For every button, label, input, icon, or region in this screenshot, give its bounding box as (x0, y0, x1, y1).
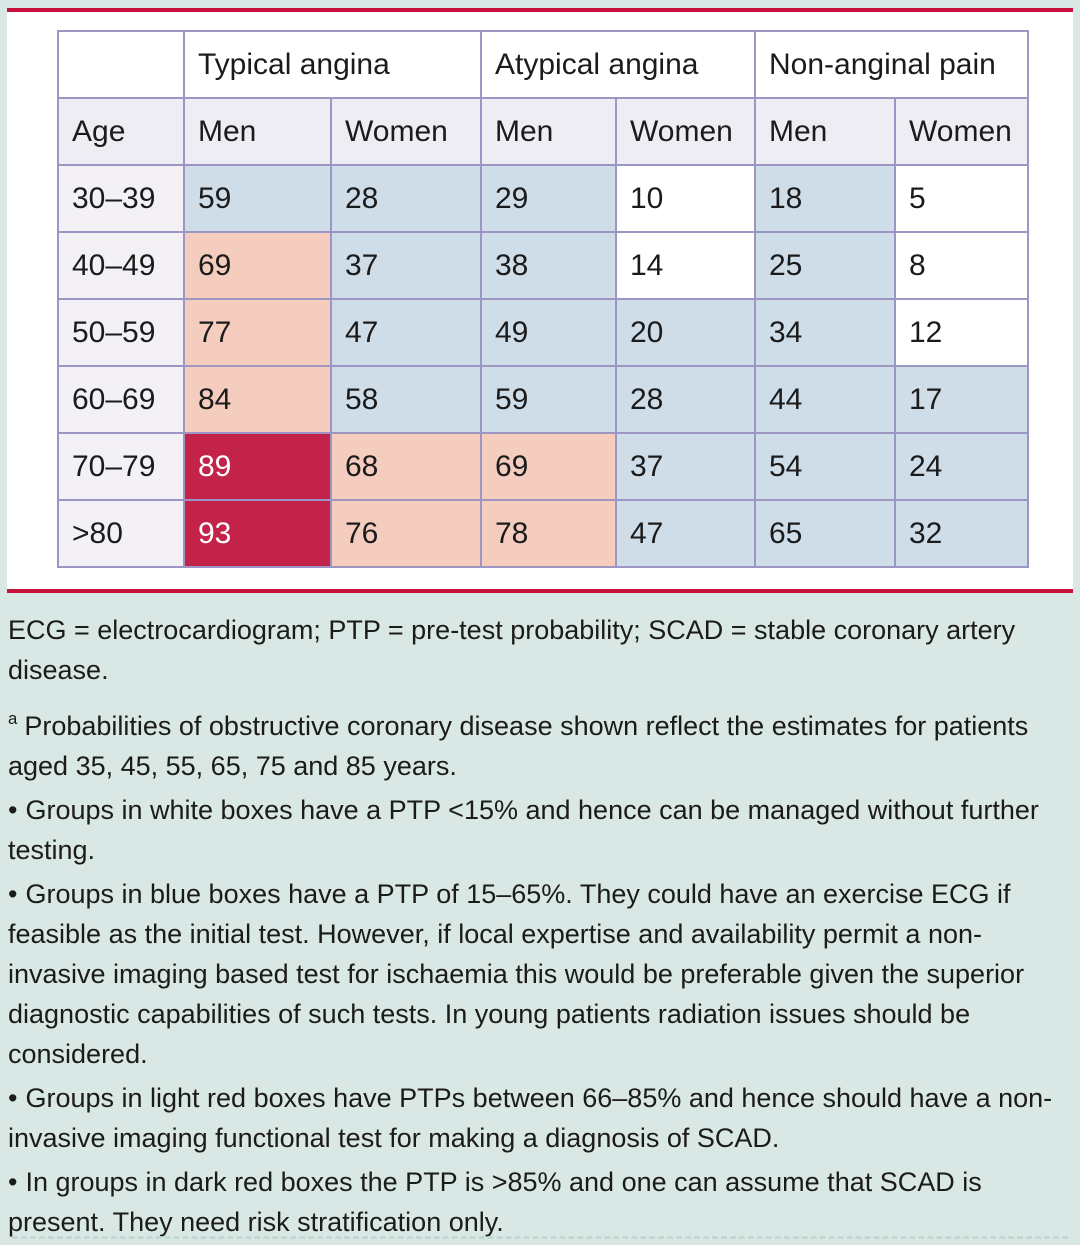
abbreviations-text: ECG = electrocardiogram; PTP = pre-test … (8, 615, 1016, 685)
value-cell: 44 (754, 365, 896, 434)
column-header-cell: Men (754, 97, 896, 166)
table-row: 60–69 84 58 59 28 44 17 (57, 365, 1029, 434)
age-cell: 50–59 (57, 298, 185, 367)
value-cell: 37 (330, 231, 482, 300)
footnotes: ECG = electrocardiogram; PTP = pre-test … (0, 593, 1080, 1242)
value-cell: 37 (615, 432, 756, 501)
value-cell: 78 (480, 499, 617, 568)
table-row: 40–49 69 37 38 14 25 8 (57, 231, 1029, 300)
footnote-bullet-text: Groups in white boxes have a PTP <15% an… (8, 795, 1039, 865)
abbreviations-note: ECG = electrocardiogram; PTP = pre-test … (8, 610, 1062, 690)
value-cell: 49 (480, 298, 617, 367)
ptp-table: Typical angina Atypical angina Non-anginal… (57, 30, 1029, 568)
age-cell: 60–69 (57, 365, 185, 434)
value-cell: 5 (894, 164, 1029, 233)
bottom-dashed-divider (12, 1236, 1068, 1239)
top-rule (7, 8, 1073, 12)
value-cell: 47 (615, 499, 756, 568)
value-cell: 25 (754, 231, 896, 300)
value-cell: 69 (480, 432, 617, 501)
value-cell: 8 (894, 231, 1029, 300)
group-header-cell: Non-anginal pain (754, 30, 1029, 99)
table-row: 70–79 89 68 69 37 54 24 (57, 432, 1029, 501)
value-cell: 93 (183, 499, 332, 568)
age-cell: 30–39 (57, 164, 185, 233)
value-cell: 65 (754, 499, 896, 568)
footnote-a-text: Probabilities of obstructive coronary di… (8, 711, 1029, 781)
column-header-cell: Women (615, 97, 756, 166)
bullet-icon: • (8, 879, 18, 909)
value-cell: 34 (754, 298, 896, 367)
column-header-cell: Women (894, 97, 1029, 166)
value-cell: 58 (330, 365, 482, 434)
value-cell: 28 (615, 365, 756, 434)
value-cell: 10 (615, 164, 756, 233)
value-cell: 68 (330, 432, 482, 501)
value-cell: 54 (754, 432, 896, 501)
footnote-bullet: • Groups in blue boxes have a PTP of 15–6… (8, 874, 1062, 1074)
value-cell: 59 (183, 164, 332, 233)
bullet-icon: • (8, 795, 18, 825)
value-cell: 18 (754, 164, 896, 233)
table-row: 30–39 59 28 29 10 18 5 (57, 164, 1029, 233)
age-cell: 40–49 (57, 231, 185, 300)
group-header-cell: Atypical angina (480, 30, 756, 99)
footnote-bullet: • In groups in dark red boxes the PTP is … (8, 1162, 1062, 1242)
value-cell: 17 (894, 365, 1029, 434)
bullet-list: • Groups in white boxes have a PTP <15% a… (8, 790, 1062, 1242)
footnote-bullet-text: In groups in dark red boxes the PTP is >… (8, 1167, 982, 1237)
footnote-bullet: • Groups in light red boxes have PTPs bet… (8, 1078, 1062, 1158)
value-cell: 24 (894, 432, 1029, 501)
bottom-rule (7, 589, 1073, 593)
bullet-icon: • (8, 1167, 18, 1197)
value-cell: 89 (183, 432, 332, 501)
table-row: 50–59 77 47 49 20 34 12 (57, 298, 1029, 367)
bullet-icon: • (8, 1083, 18, 1113)
column-header-cell: Women (330, 97, 482, 166)
column-header-cell: Men (480, 97, 617, 166)
value-cell: 32 (894, 499, 1029, 568)
value-cell: 12 (894, 298, 1029, 367)
group-header-cell: Typical angina (183, 30, 482, 99)
value-cell: 76 (330, 499, 482, 568)
value-cell: 14 (615, 231, 756, 300)
value-cell: 59 (480, 365, 617, 434)
footnote-bullet: • Groups in white boxes have a PTP <15% a… (8, 790, 1062, 870)
footnote-bullet-text: Groups in blue boxes have a PTP of 15–65… (8, 879, 1025, 1069)
value-cell: 47 (330, 298, 482, 367)
age-cell: 70–79 (57, 432, 185, 501)
footnote-a-marker: a (8, 709, 18, 728)
value-cell: 69 (183, 231, 332, 300)
value-cell: 84 (183, 365, 332, 434)
footnote-a: a Probabilities of obstructive coronary d… (8, 700, 1062, 786)
value-cell: 29 (480, 164, 617, 233)
column-header-cell: Age (57, 97, 185, 166)
table-panel: Typical angina Atypical angina Non-anginal… (7, 12, 1073, 589)
value-cell: 28 (330, 164, 482, 233)
corner-cell (57, 30, 185, 99)
value-cell: 38 (480, 231, 617, 300)
column-header-cell: Men (183, 97, 332, 166)
value-cell: 77 (183, 298, 332, 367)
footnote-bullet-text: Groups in light red boxes have PTPs betw… (8, 1083, 1053, 1153)
value-cell: 20 (615, 298, 756, 367)
age-cell: >80 (57, 499, 185, 568)
table-row: >80 93 76 78 47 65 32 (57, 499, 1029, 568)
